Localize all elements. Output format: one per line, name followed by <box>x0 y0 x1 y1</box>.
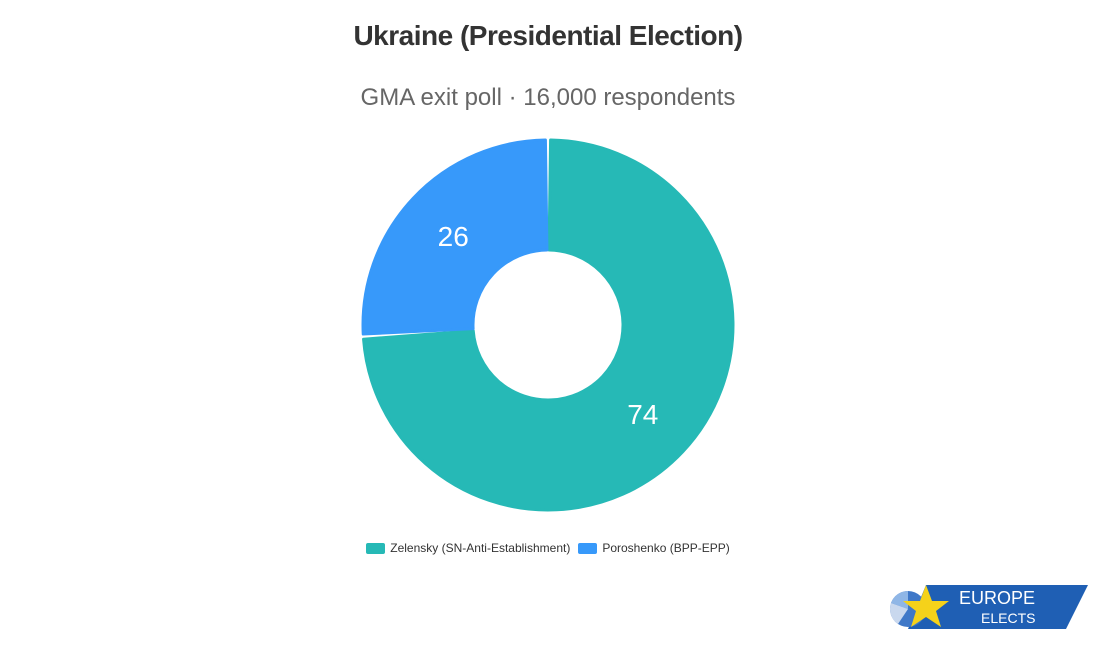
chart-legend: Zelensky (SN-Anti-Establishment) Poroshe… <box>0 541 1096 555</box>
legend-item-poroshenko[interactable]: Poroshenko (BPP-EPP) <box>578 541 730 555</box>
chart-title: Ukraine (Presidential Election) <box>353 20 743 51</box>
logo-globe-segment <box>889 603 908 624</box>
legend-swatch-zelensky <box>366 542 386 554</box>
legend-item-zelensky[interactable]: Zelensky (SN-Anti-Establishment) <box>366 541 570 555</box>
logo-text-elects: ELECTS <box>981 610 1035 626</box>
logo-banner <box>908 585 1088 629</box>
donut-slices <box>361 138 735 512</box>
chart-subtitle: GMA exit poll · 16,000 respondents <box>360 84 736 111</box>
legend-label-poroshenko: Poroshenko (BPP-EPP) <box>602 541 730 555</box>
donut-data-label-0: 74 <box>627 399 658 430</box>
europe-elects-logo: EUROPE ELECTS <box>889 585 1088 629</box>
logo-star-icon <box>903 585 949 627</box>
donut-data-label-1: 26 <box>438 221 469 252</box>
legend-swatch-poroshenko <box>578 542 598 554</box>
donut-data-labels: 74 26 <box>438 221 659 430</box>
legend-label-zelensky: Zelensky (SN-Anti-Establishment) <box>390 541 571 555</box>
donut-chart: 74 26 <box>361 138 735 512</box>
donut-slice-1[interactable] <box>361 138 549 336</box>
logo-text-europe: EUROPE <box>959 588 1035 608</box>
donut-slice-0[interactable] <box>362 138 735 512</box>
